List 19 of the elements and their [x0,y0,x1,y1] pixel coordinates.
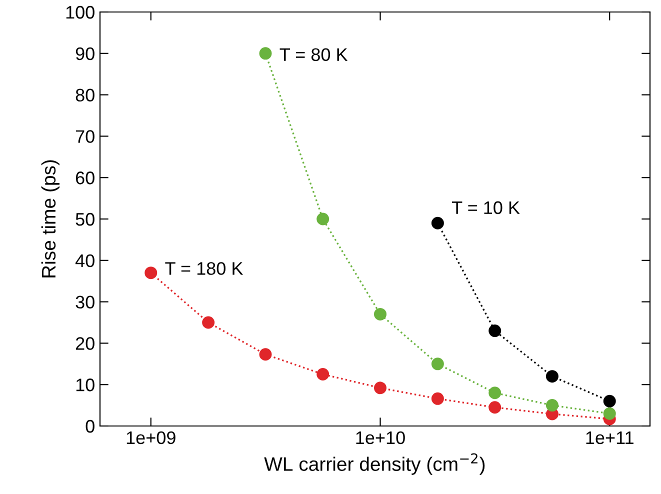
y-tick-label: 10 [76,378,94,392]
x-tick-label: 1e+10 [356,431,405,444]
y-tick-label: 60 [76,172,94,184]
series-label: T = 80 K [280,48,348,62]
x-tick-label: 1e+11 [586,432,634,444]
y-tick-label: 50 [76,212,94,226]
y-tick-label: 80 [76,88,94,102]
series-label: T = 180 K [165,262,244,275]
y-tick-label: 40 [75,254,94,268]
y-tick-label: 20 [76,337,94,350]
series-label: T = 10 K [452,201,520,214]
y-tick-label: 100 [66,6,94,19]
y-tick-label: 0 [86,420,94,433]
y-tick-label: 70 [76,130,94,143]
y-tick-label: 90 [76,47,94,60]
y-tick-label: 30 [76,296,94,309]
x-tick-label: 1e+09 [126,431,176,444]
y-axis-title: Rise time (ps) [41,160,60,278]
x-axis-title: WL carrier density (cm$^{−2}$) [264,453,485,475]
